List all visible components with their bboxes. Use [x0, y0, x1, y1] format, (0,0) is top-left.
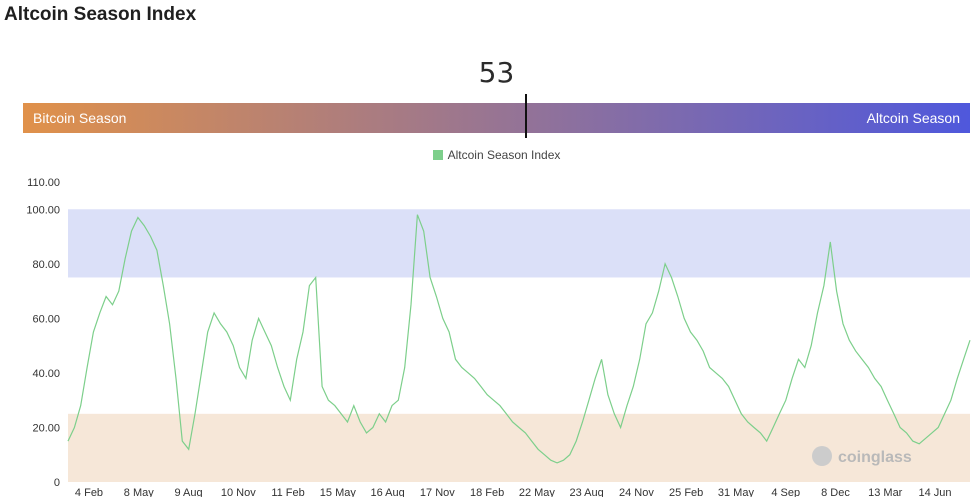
- bitcoin-season-label: Bitcoin Season: [33, 110, 127, 126]
- x-tick-label: 4 Sep: [771, 487, 800, 497]
- x-tick-label: 11 Feb: [271, 487, 304, 497]
- x-tick-label: 31 May: [718, 487, 755, 497]
- x-tick-label: 4 Feb: [75, 487, 103, 497]
- x-tick-label: 23 Aug: [570, 487, 604, 497]
- zone-bands: [68, 209, 970, 482]
- x-tick-label: 9 Aug: [174, 487, 202, 497]
- y-tick-label: 80.00: [32, 259, 60, 271]
- gauge-gradient: [23, 103, 970, 133]
- x-axis: 4 Feb 8 May 9 Aug 10 Nov 11 Feb 15 May 16 Aug 1…: [75, 487, 952, 497]
- legend-label: Altcoin Season Index: [447, 148, 561, 162]
- altcoin-season-chart[interactable]: 0 20.00 40.00 60.00 80.00 100.00 110.00 4 Feb 8…: [0, 170, 978, 497]
- season-gauge-bar: Bitcoin Season Altcoin Season: [23, 94, 970, 138]
- altcoin-season-zone: [68, 209, 970, 278]
- x-tick-label: 18 Feb: [470, 487, 504, 497]
- x-tick-label: 25 Feb: [669, 487, 703, 497]
- legend-swatch: [432, 150, 443, 160]
- altcoin-season-label: Altcoin Season: [866, 110, 960, 126]
- x-tick-label: 15 May: [320, 487, 357, 497]
- coinglass-watermark: coinglass: [812, 446, 912, 466]
- gauge-value: 53: [478, 56, 515, 89]
- y-tick-label: 0: [54, 477, 60, 489]
- x-tick-label: 13 Mar: [868, 487, 903, 497]
- x-tick-label: 10 Nov: [221, 487, 256, 497]
- chart-legend[interactable]: Altcoin Season Index: [0, 148, 978, 162]
- x-tick-label: 16 Aug: [370, 487, 404, 497]
- x-tick-label: 24 Nov: [619, 487, 654, 497]
- x-tick-label: 8 Dec: [821, 487, 850, 497]
- x-tick-label: 17 Nov: [420, 487, 455, 497]
- gauge-marker: [525, 94, 527, 138]
- bitcoin-season-zone: [68, 413, 970, 482]
- y-tick-label: 60.00: [32, 313, 60, 325]
- y-tick-label: 110.00: [27, 177, 60, 189]
- page-title: Altcoin Season Index: [4, 4, 197, 25]
- x-tick-label: 14 Jun: [918, 487, 951, 497]
- series-line-altcoin-season-index: [67, 214, 971, 464]
- coinglass-logo-icon: [812, 446, 832, 466]
- y-tick-label: 100.00: [26, 204, 60, 216]
- x-tick-label: 22 May: [519, 487, 556, 497]
- y-axis: 0 20.00 40.00 60.00 80.00 100.00 110.00: [26, 177, 60, 489]
- y-tick-label: 40.00: [32, 368, 60, 380]
- x-tick-label: 8 May: [124, 487, 154, 497]
- y-tick-label: 20.00: [32, 422, 60, 434]
- watermark-text: coinglass: [838, 449, 912, 466]
